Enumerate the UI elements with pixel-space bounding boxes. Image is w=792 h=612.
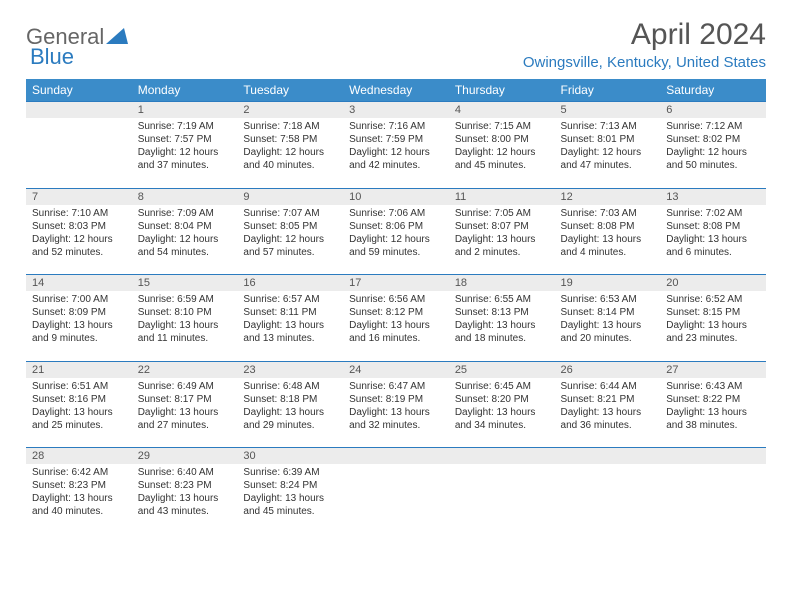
month-title: April 2024 (523, 18, 766, 52)
day-cell: Sunrise: 7:13 AM Sunset: 8:01 PM Dayligh… (555, 118, 661, 188)
day-cell: Sunrise: 6:45 AM Sunset: 8:20 PM Dayligh… (449, 378, 555, 448)
day-cell: Sunrise: 7:18 AM Sunset: 7:58 PM Dayligh… (237, 118, 343, 188)
day-number: 29 (132, 448, 238, 465)
day-number: 17 (343, 275, 449, 292)
title-block: April 2024 Owingsville, Kentucky, United… (523, 18, 766, 71)
weekday-header: Monday (132, 79, 238, 102)
logo-triangle-icon (106, 26, 128, 49)
day-cell: Sunrise: 6:56 AM Sunset: 8:12 PM Dayligh… (343, 291, 449, 361)
day-number: 27 (660, 361, 766, 378)
day-cell: Sunrise: 6:49 AM Sunset: 8:17 PM Dayligh… (132, 378, 238, 448)
day-number: 16 (237, 275, 343, 292)
day-number: 12 (555, 188, 661, 205)
day-cell: Sunrise: 6:42 AM Sunset: 8:23 PM Dayligh… (26, 464, 132, 534)
day-number (555, 448, 661, 465)
day-number: 24 (343, 361, 449, 378)
day-number: 15 (132, 275, 238, 292)
day-number: 13 (660, 188, 766, 205)
header: General April 2024 Owingsville, Kentucky… (26, 18, 766, 71)
day-number: 21 (26, 361, 132, 378)
day-number: 30 (237, 448, 343, 465)
day-number: 2 (237, 102, 343, 119)
day-number: 7 (26, 188, 132, 205)
day-number: 26 (555, 361, 661, 378)
day-number: 9 (237, 188, 343, 205)
calendar-table: Sunday Monday Tuesday Wednesday Thursday… (26, 79, 766, 534)
day-cell: Sunrise: 6:47 AM Sunset: 8:19 PM Dayligh… (343, 378, 449, 448)
day-number: 4 (449, 102, 555, 119)
day-cell (449, 464, 555, 534)
day-cell: Sunrise: 7:06 AM Sunset: 8:06 PM Dayligh… (343, 205, 449, 275)
day-number: 1 (132, 102, 238, 119)
day-number: 19 (555, 275, 661, 292)
day-cell: Sunrise: 7:05 AM Sunset: 8:07 PM Dayligh… (449, 205, 555, 275)
day-cell: Sunrise: 6:52 AM Sunset: 8:15 PM Dayligh… (660, 291, 766, 361)
day-cell (26, 118, 132, 188)
day-cell: Sunrise: 7:10 AM Sunset: 8:03 PM Dayligh… (26, 205, 132, 275)
day-number (660, 448, 766, 465)
day-cell: Sunrise: 6:44 AM Sunset: 8:21 PM Dayligh… (555, 378, 661, 448)
day-cell: Sunrise: 6:51 AM Sunset: 8:16 PM Dayligh… (26, 378, 132, 448)
day-cell: Sunrise: 7:07 AM Sunset: 8:05 PM Dayligh… (237, 205, 343, 275)
day-body-row: Sunrise: 7:00 AM Sunset: 8:09 PM Dayligh… (26, 291, 766, 361)
day-number-row: 282930 (26, 448, 766, 465)
day-cell: Sunrise: 7:02 AM Sunset: 8:08 PM Dayligh… (660, 205, 766, 275)
calendar-body: 123456Sunrise: 7:19 AM Sunset: 7:57 PM D… (26, 102, 766, 535)
day-cell: Sunrise: 6:59 AM Sunset: 8:10 PM Dayligh… (132, 291, 238, 361)
day-number-row: 21222324252627 (26, 361, 766, 378)
day-number: 10 (343, 188, 449, 205)
day-number-row: 78910111213 (26, 188, 766, 205)
day-cell: Sunrise: 7:19 AM Sunset: 7:57 PM Dayligh… (132, 118, 238, 188)
day-number: 25 (449, 361, 555, 378)
weekday-header: Saturday (660, 79, 766, 102)
day-cell: Sunrise: 6:53 AM Sunset: 8:14 PM Dayligh… (555, 291, 661, 361)
day-number: 3 (343, 102, 449, 119)
day-body-row: Sunrise: 7:10 AM Sunset: 8:03 PM Dayligh… (26, 205, 766, 275)
day-number (449, 448, 555, 465)
day-cell: Sunrise: 7:12 AM Sunset: 8:02 PM Dayligh… (660, 118, 766, 188)
day-number: 14 (26, 275, 132, 292)
day-number: 22 (132, 361, 238, 378)
day-cell: Sunrise: 7:00 AM Sunset: 8:09 PM Dayligh… (26, 291, 132, 361)
day-cell: Sunrise: 6:40 AM Sunset: 8:23 PM Dayligh… (132, 464, 238, 534)
day-cell: Sunrise: 6:43 AM Sunset: 8:22 PM Dayligh… (660, 378, 766, 448)
weekday-header-row: Sunday Monday Tuesday Wednesday Thursday… (26, 79, 766, 102)
day-number: 8 (132, 188, 238, 205)
day-cell: Sunrise: 7:15 AM Sunset: 8:00 PM Dayligh… (449, 118, 555, 188)
day-cell: Sunrise: 6:57 AM Sunset: 8:11 PM Dayligh… (237, 291, 343, 361)
weekday-header: Tuesday (237, 79, 343, 102)
day-cell: Sunrise: 7:09 AM Sunset: 8:04 PM Dayligh… (132, 205, 238, 275)
weekday-header: Friday (555, 79, 661, 102)
day-number-row: 123456 (26, 102, 766, 119)
day-body-row: Sunrise: 6:42 AM Sunset: 8:23 PM Dayligh… (26, 464, 766, 534)
day-number: 23 (237, 361, 343, 378)
day-number (343, 448, 449, 465)
weekday-header: Sunday (26, 79, 132, 102)
day-number: 5 (555, 102, 661, 119)
day-number: 20 (660, 275, 766, 292)
day-cell: Sunrise: 7:03 AM Sunset: 8:08 PM Dayligh… (555, 205, 661, 275)
day-cell (660, 464, 766, 534)
day-body-row: Sunrise: 6:51 AM Sunset: 8:16 PM Dayligh… (26, 378, 766, 448)
location: Owingsville, Kentucky, United States (523, 54, 766, 71)
day-body-row: Sunrise: 7:19 AM Sunset: 7:57 PM Dayligh… (26, 118, 766, 188)
day-number: 18 (449, 275, 555, 292)
day-cell: Sunrise: 6:39 AM Sunset: 8:24 PM Dayligh… (237, 464, 343, 534)
weekday-header: Wednesday (343, 79, 449, 102)
weekday-header: Thursday (449, 79, 555, 102)
day-number (26, 102, 132, 119)
day-number: 28 (26, 448, 132, 465)
day-number-row: 14151617181920 (26, 275, 766, 292)
day-cell (343, 464, 449, 534)
day-number: 11 (449, 188, 555, 205)
day-cell: Sunrise: 7:16 AM Sunset: 7:59 PM Dayligh… (343, 118, 449, 188)
day-cell: Sunrise: 6:55 AM Sunset: 8:13 PM Dayligh… (449, 291, 555, 361)
day-cell: Sunrise: 6:48 AM Sunset: 8:18 PM Dayligh… (237, 378, 343, 448)
day-cell (555, 464, 661, 534)
day-number: 6 (660, 102, 766, 119)
logo-text-blue: Blue (30, 44, 74, 70)
